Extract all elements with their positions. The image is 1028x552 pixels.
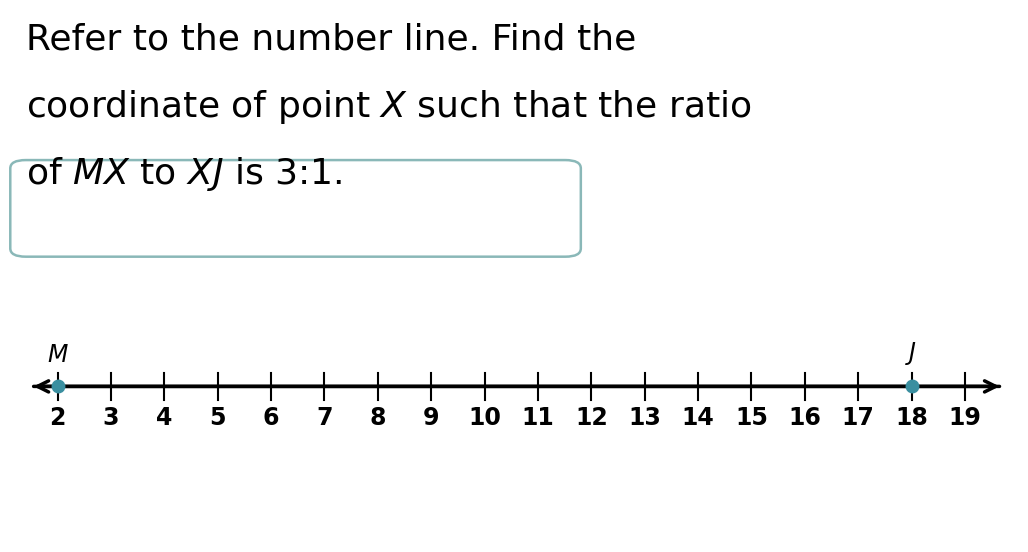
Text: 8: 8 — [369, 406, 387, 429]
Text: 16: 16 — [788, 406, 821, 429]
Text: of $MX$ to $XJ$ is 3:1.: of $MX$ to $XJ$ is 3:1. — [26, 155, 342, 193]
Text: 10: 10 — [468, 406, 501, 429]
Text: 3: 3 — [103, 406, 119, 429]
Text: 17: 17 — [842, 406, 875, 429]
Text: 19: 19 — [949, 406, 982, 429]
Text: 4: 4 — [156, 406, 173, 429]
Text: 14: 14 — [682, 406, 714, 429]
Text: Refer to the number line. Find the: Refer to the number line. Find the — [26, 22, 636, 56]
Text: $J$: $J$ — [906, 340, 918, 367]
FancyBboxPatch shape — [10, 160, 581, 257]
Text: 5: 5 — [210, 406, 226, 429]
Text: 13: 13 — [628, 406, 661, 429]
Text: 6: 6 — [263, 406, 280, 429]
Text: 9: 9 — [423, 406, 439, 429]
Text: 18: 18 — [895, 406, 928, 429]
Text: 11: 11 — [521, 406, 554, 429]
Text: 7: 7 — [317, 406, 333, 429]
Text: 15: 15 — [735, 406, 768, 429]
Text: 12: 12 — [575, 406, 608, 429]
Text: coordinate of point $X$ such that the ratio: coordinate of point $X$ such that the ra… — [26, 88, 751, 126]
Text: 2: 2 — [49, 406, 66, 429]
Text: $M$: $M$ — [46, 343, 69, 367]
